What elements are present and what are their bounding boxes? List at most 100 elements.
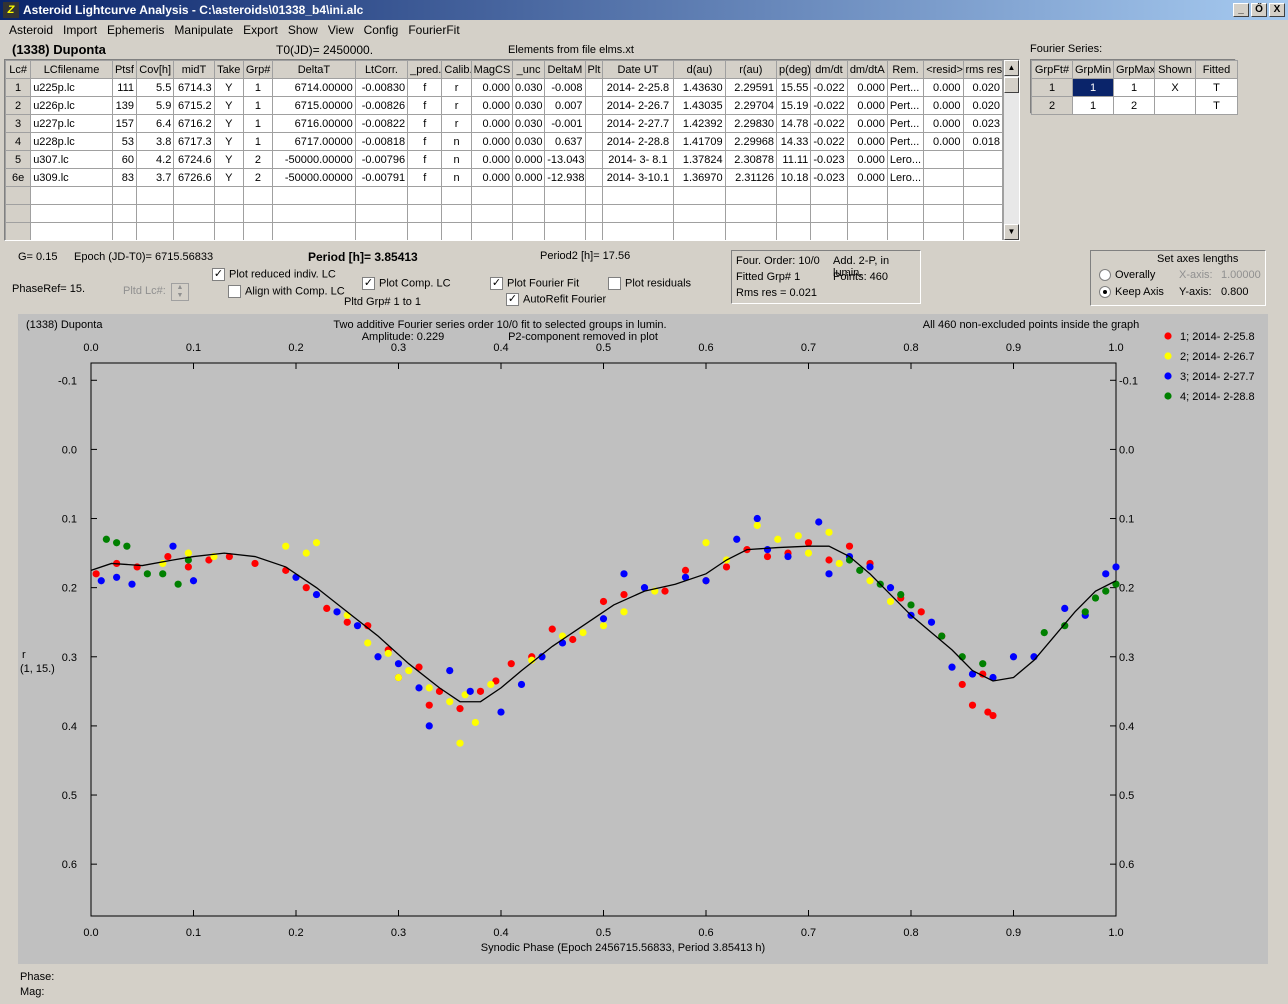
table-cell[interactable]: [886, 204, 925, 223]
table-cell[interactable]: 0.000: [923, 114, 964, 133]
table-cell[interactable]: 0.020: [962, 78, 1003, 97]
table-cell[interactable]: 0.030: [511, 78, 546, 97]
column-header[interactable]: GrpMax: [1113, 60, 1155, 79]
table-cell[interactable]: 2: [242, 150, 274, 169]
column-header[interactable]: Calib.: [441, 60, 472, 79]
table-cell[interactable]: 2.29704: [724, 96, 778, 115]
table-cell[interactable]: -0.00830: [354, 78, 409, 97]
row-header[interactable]: 4: [5, 132, 32, 151]
table-cell[interactable]: [601, 222, 675, 240]
table-cell[interactable]: 2014- 3-10.1: [601, 168, 675, 187]
table-cell[interactable]: 1.42392: [673, 114, 726, 133]
table-cell[interactable]: [272, 222, 356, 240]
table-cell[interactable]: u225p.lc: [30, 78, 113, 97]
table-cell[interactable]: Y: [213, 78, 244, 97]
table-cell[interactable]: [724, 222, 778, 240]
table-cell[interactable]: -0.022: [810, 96, 848, 115]
table-cell[interactable]: [810, 204, 848, 223]
table-cell[interactable]: 111: [111, 78, 138, 97]
table-cell[interactable]: [962, 168, 1003, 187]
table-cell[interactable]: 53: [111, 132, 138, 151]
table-cell[interactable]: [213, 204, 244, 223]
table-cell[interactable]: -0.00796: [354, 150, 409, 169]
table-cell[interactable]: 0.000: [846, 78, 888, 97]
table-cell[interactable]: 1.43630: [673, 78, 726, 97]
table-cell[interactable]: 1.36970: [673, 168, 726, 187]
table-row[interactable]: 1 u225p.lc 111 5.5 6714.3 Y 1 6714.00000 -0.0083…: [5, 78, 1003, 97]
table-cell[interactable]: 1: [242, 132, 274, 151]
table-cell[interactable]: r: [441, 114, 472, 133]
table-cell[interactable]: [724, 204, 778, 223]
table-cell[interactable]: [962, 150, 1003, 169]
row-header[interactable]: [5, 186, 32, 205]
column-header[interactable]: GrpMin: [1072, 60, 1114, 79]
table-cell[interactable]: [810, 222, 848, 240]
table-cell[interactable]: [441, 222, 472, 240]
table-cell[interactable]: [601, 204, 675, 223]
table-cell[interactable]: 0.000: [470, 78, 513, 97]
table-cell[interactable]: -0.00822: [354, 114, 409, 133]
column-header[interactable]: Take: [213, 60, 244, 79]
row-header[interactable]: 3: [5, 114, 32, 133]
column-header[interactable]: Fitted: [1195, 60, 1238, 79]
table-cell[interactable]: -13.043: [544, 150, 586, 169]
table-cell[interactable]: 14.78: [776, 114, 812, 133]
lightcurve-svg[interactable]: (1338) Duponta Two additive Fourier seri…: [18, 314, 1268, 964]
table-cell[interactable]: [962, 186, 1003, 205]
table-cell[interactable]: [584, 78, 603, 97]
column-header[interactable]: _unc: [511, 60, 546, 79]
table-cell[interactable]: [354, 222, 409, 240]
table-cell[interactable]: [354, 204, 409, 223]
column-header[interactable]: Ptsf: [111, 60, 138, 79]
table-cell[interactable]: 3.7: [136, 168, 175, 187]
table-cell[interactable]: 6715.2: [173, 96, 215, 115]
table-cell[interactable]: 0.000: [846, 132, 888, 151]
table-cell[interactable]: 6716.00000: [272, 114, 356, 133]
y-axis-value[interactable]: 0.800: [1221, 286, 1249, 298]
table-cell[interactable]: f: [407, 132, 443, 151]
table-cell[interactable]: 0.000: [470, 168, 513, 187]
autorefit-checkbox[interactable]: ✓ AutoRefit Fourier: [506, 293, 606, 306]
table-cell[interactable]: 2014- 2-28.8: [601, 132, 675, 151]
table-cell[interactable]: -0.022: [810, 78, 848, 97]
table-cell[interactable]: 0.030: [511, 96, 546, 115]
table-cell[interactable]: n: [441, 150, 472, 169]
table-cell[interactable]: [886, 186, 925, 205]
row-header[interactable]: 2: [5, 96, 32, 115]
table-cell[interactable]: [584, 222, 603, 240]
table-cell[interactable]: 0.000: [511, 168, 546, 187]
plot-fourier-checkbox[interactable]: ✓ Plot Fourier Fit: [490, 277, 579, 290]
table-cell[interactable]: [776, 204, 812, 223]
table-cell[interactable]: [923, 186, 964, 205]
table-cell[interactable]: Lero...: [886, 168, 925, 187]
maximize-button[interactable]: Ő: [1251, 3, 1267, 17]
table-cell[interactable]: 6714.3: [173, 78, 215, 97]
table-cell[interactable]: [584, 150, 603, 169]
keep-axis-radio[interactable]: Keep Axis: [1099, 286, 1164, 299]
table-cell[interactable]: [962, 204, 1003, 223]
table-cell[interactable]: 6.4: [136, 114, 175, 133]
table-cell[interactable]: 5.9: [136, 96, 175, 115]
table-cell[interactable]: 2.31126: [724, 168, 778, 187]
table-cell[interactable]: Y: [213, 150, 244, 169]
table-cell[interactable]: f: [407, 168, 443, 187]
column-header[interactable]: dm/dtA: [846, 60, 888, 79]
table-cell[interactable]: [846, 204, 888, 223]
table-cell[interactable]: 0.000: [470, 96, 513, 115]
table-cell[interactable]: -0.022: [810, 132, 848, 151]
table-row[interactable]: [5, 186, 1003, 205]
table-cell[interactable]: 2014- 2-26.7: [601, 96, 675, 115]
table-cell[interactable]: [544, 186, 586, 205]
table-cell[interactable]: 2014- 2-27.7: [601, 114, 675, 133]
table-cell[interactable]: [354, 186, 409, 205]
table-cell[interactable]: 15.19: [776, 96, 812, 115]
menu-fourierfit[interactable]: FourierFit: [408, 23, 460, 37]
table-cell[interactable]: 2014- 3- 8.1: [601, 150, 675, 169]
menu-show[interactable]: Show: [287, 23, 318, 37]
table-cell[interactable]: -50000.00000: [272, 150, 356, 169]
table-cell[interactable]: [173, 222, 215, 240]
scroll-down-icon[interactable]: ▼: [1004, 224, 1019, 240]
column-header[interactable]: Plt: [584, 60, 603, 79]
table-cell[interactable]: u227p.lc: [30, 114, 113, 133]
table-row[interactable]: [5, 222, 1003, 240]
